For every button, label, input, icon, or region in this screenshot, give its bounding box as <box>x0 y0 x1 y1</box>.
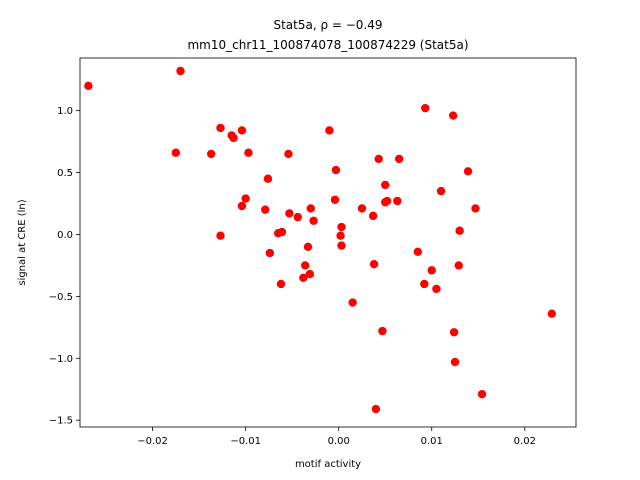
y-tick-label: 1.0 <box>57 106 73 117</box>
data-point <box>171 148 181 157</box>
data-point <box>277 227 287 237</box>
data-point <box>348 298 357 307</box>
data-point <box>299 273 308 282</box>
data-point <box>337 222 346 232</box>
data-point <box>336 231 345 240</box>
data-point <box>301 261 310 270</box>
data-point <box>263 174 273 183</box>
y-tick-label: −0.5 <box>49 292 73 303</box>
data-point <box>369 259 379 269</box>
x-tick-label: 0.02 <box>514 436 536 447</box>
x-tick-label: 0.01 <box>421 436 443 447</box>
data-points <box>84 66 557 414</box>
data-point <box>337 241 346 250</box>
data-point <box>237 126 247 135</box>
data-point <box>176 66 185 76</box>
data-point <box>303 242 313 252</box>
x-tick-label: −0.01 <box>230 436 261 447</box>
plot-area-frame <box>79 57 577 428</box>
x-axis-label: motif activity <box>295 459 361 470</box>
data-point <box>413 247 423 256</box>
x-axis-ticks: −0.02 −0.01 0.00 0.01 0.02 <box>137 427 536 447</box>
data-point <box>284 149 293 159</box>
data-point <box>454 261 463 270</box>
data-point <box>477 389 487 399</box>
data-point <box>455 226 464 235</box>
data-point <box>265 248 275 258</box>
data-point <box>432 284 441 294</box>
data-point <box>285 209 294 218</box>
data-point <box>394 154 404 164</box>
y-axis-label: signal at CRE (ln) <box>17 199 28 285</box>
data-point <box>371 404 381 414</box>
data-point <box>471 204 480 213</box>
data-point <box>241 194 250 203</box>
y-tick-label: 0.5 <box>57 168 73 179</box>
data-point <box>244 148 253 157</box>
data-point <box>306 204 315 213</box>
data-point <box>449 328 459 337</box>
data-point <box>357 204 367 213</box>
data-point <box>374 154 383 164</box>
data-point <box>427 266 436 275</box>
data-point <box>450 357 460 367</box>
data-point <box>393 196 402 206</box>
data-point <box>305 269 315 279</box>
data-point <box>547 309 557 318</box>
data-point <box>229 133 238 143</box>
data-point <box>436 186 446 196</box>
y-tick-label: 0.0 <box>57 230 73 241</box>
data-point <box>293 212 302 222</box>
data-point <box>368 211 378 221</box>
data-point <box>420 279 429 289</box>
data-point <box>260 205 270 214</box>
y-tick-label: −1.5 <box>49 416 73 427</box>
data-point <box>207 149 216 159</box>
data-point <box>276 279 286 289</box>
data-point <box>382 196 392 206</box>
chart-title-line1: Stat5a, ρ = −0.49 <box>273 18 382 32</box>
data-point <box>325 126 334 135</box>
data-point <box>84 81 93 91</box>
data-point <box>381 180 390 190</box>
y-tick-label: −1.0 <box>49 354 73 365</box>
data-point <box>237 201 247 211</box>
x-tick-label: 0.00 <box>328 436 350 447</box>
data-point <box>378 326 387 336</box>
y-axis-ticks: −1.5 −1.0 −0.5 0.0 0.5 1.0 <box>49 106 80 427</box>
x-tick-label: −0.02 <box>137 436 168 447</box>
chart-title-line2: mm10_chr11_100874078_100874229 (Stat5a) <box>187 38 468 52</box>
data-point <box>330 195 340 204</box>
data-point <box>309 216 318 226</box>
data-point <box>463 167 473 176</box>
data-point <box>448 111 458 120</box>
data-point <box>216 231 225 240</box>
data-point <box>421 103 430 113</box>
data-point <box>331 165 341 175</box>
data-point <box>216 123 225 133</box>
